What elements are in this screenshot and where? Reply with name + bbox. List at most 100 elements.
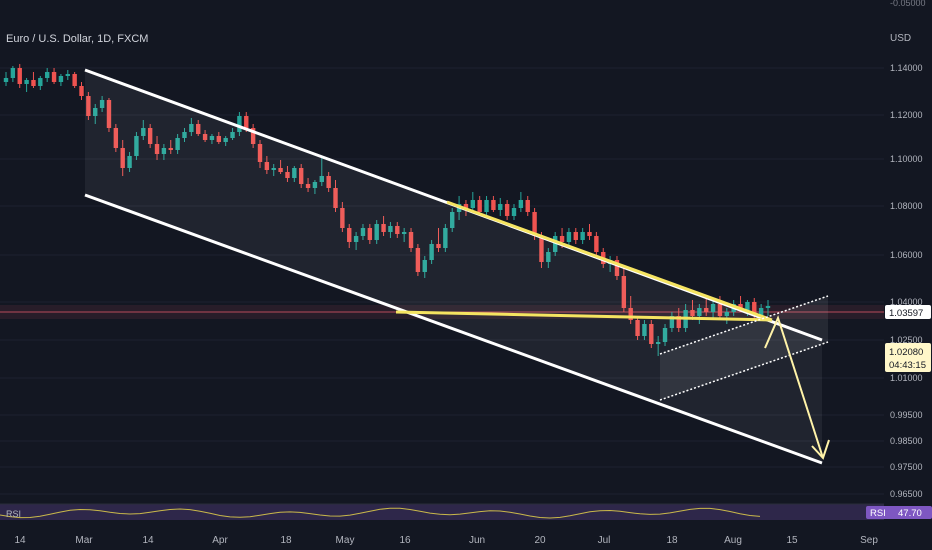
candle-body — [196, 124, 201, 134]
candle-body — [250, 128, 256, 144]
candle-body — [450, 212, 455, 228]
rsi-pane: RSI — [0, 503, 884, 520]
projection-arrowhead — [811, 439, 830, 460]
last-price-badge — [885, 343, 931, 372]
candle-body — [395, 226, 400, 234]
candle-body — [86, 96, 91, 116]
candle-body — [353, 236, 359, 242]
price-tick-label: 1.01000 — [890, 373, 923, 383]
candle-body — [31, 80, 36, 86]
candle-body — [594, 236, 599, 252]
time-tick-label: Mar — [75, 535, 93, 546]
price-tick-label: 0.99500 — [890, 410, 923, 420]
time-tick-label: 18 — [666, 535, 678, 546]
candle-body — [765, 306, 771, 308]
price-tick-label: 1.02500 — [890, 335, 923, 345]
candle-body — [360, 228, 366, 236]
candle-body — [223, 138, 228, 142]
candle-body — [134, 136, 139, 156]
candle-body — [333, 188, 338, 208]
candle-body — [614, 260, 620, 276]
candle-body — [120, 148, 125, 168]
candle-body — [484, 200, 489, 212]
time-tick-label: 14 — [142, 535, 154, 546]
candle-body — [525, 200, 530, 212]
candle-body — [552, 236, 558, 252]
time-tick-label: 20 — [534, 535, 546, 546]
price-axis[interactable]: -0.05000 1.14000 1.12000 1.10000 1.08000 1.06… — [884, 0, 932, 550]
level-badge — [885, 305, 931, 319]
rsi-line — [0, 507, 761, 519]
candle-body — [559, 236, 565, 242]
candle-body — [79, 86, 84, 96]
rsi-badge-value: 47.70 — [898, 508, 922, 519]
time-tick-label: Sep — [860, 535, 878, 546]
candle-body — [367, 228, 373, 240]
candle-body — [758, 308, 764, 316]
candle-body — [24, 80, 29, 84]
price-tick-label: 1.06000 — [890, 250, 923, 260]
price-badges: 1.03597 1.02080 04:43:15 RSI 47.70 — [866, 305, 932, 519]
candle-body — [498, 204, 503, 210]
candle-body — [724, 312, 730, 316]
candle-body — [745, 302, 750, 310]
candle-body — [99, 100, 105, 108]
price-tick-label: 1.12000 — [890, 110, 923, 120]
price-tick-label: 1.08000 — [890, 201, 923, 211]
candle-body — [573, 232, 578, 240]
rsi-band — [0, 504, 884, 520]
candle-body — [347, 228, 352, 242]
rsi-badge — [866, 506, 932, 519]
candle-body — [381, 224, 386, 232]
candle-body — [326, 176, 331, 188]
rising-channel-upper — [659, 295, 829, 355]
candle-body — [271, 168, 276, 170]
candle-body — [710, 304, 716, 312]
time-tick-label: Apr — [212, 535, 228, 546]
candle-body — [539, 236, 544, 262]
candle-body — [401, 232, 407, 234]
candle-body — [230, 132, 235, 138]
candle-body — [621, 276, 627, 308]
candle-body — [504, 204, 510, 216]
candle-body — [752, 302, 757, 316]
candle-body — [518, 200, 524, 208]
rsi-label: RSI — [6, 509, 21, 519]
time-tick-label: 15 — [786, 535, 798, 546]
price-axis-bg — [884, 0, 932, 550]
time-axis[interactable]: 14 Mar 14 Apr 18 May 16 Jun 20 Jul 18 Aug 15 Sep — [14, 535, 878, 546]
projection-path — [764, 315, 824, 459]
trend-drawings — [84, 68, 830, 465]
candle-body — [38, 78, 43, 86]
candle-body — [374, 224, 379, 240]
candle-body — [635, 320, 640, 336]
candle-body — [264, 162, 270, 170]
candle-body — [717, 304, 723, 316]
symbol-title[interactable]: Euro / U.S. Dollar, 1D, FXCM — [6, 33, 149, 45]
candle-body — [154, 144, 160, 154]
candle-body — [463, 204, 469, 208]
candle-body — [443, 228, 448, 248]
candle-body — [312, 182, 318, 188]
candle-body — [676, 316, 681, 328]
time-tick-label: Aug — [724, 535, 742, 546]
candle-body — [662, 328, 668, 342]
candle-body — [175, 138, 180, 150]
candle-body — [51, 72, 57, 82]
candle-body — [161, 148, 167, 154]
channel-fill — [85, 70, 822, 463]
candle-body — [58, 76, 64, 82]
candle-body — [209, 136, 215, 140]
candle-body — [566, 232, 572, 242]
candle-body — [127, 156, 132, 168]
candle-body — [532, 212, 537, 236]
candle-body — [141, 128, 146, 136]
rsi-badge-label: RSI — [870, 508, 886, 519]
candle-body — [429, 244, 434, 260]
candle-body — [44, 72, 50, 78]
candle-body — [436, 244, 441, 248]
candle-body — [580, 232, 585, 240]
candle-body — [649, 324, 654, 344]
candle-body — [491, 200, 496, 210]
